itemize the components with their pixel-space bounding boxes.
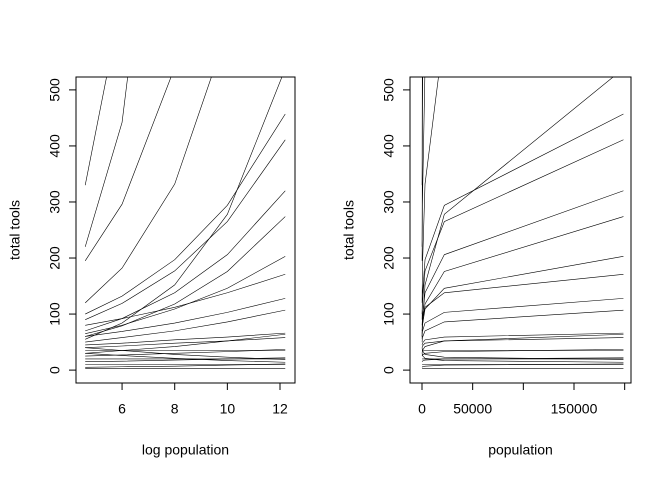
y-tick-label: 100 — [47, 302, 63, 326]
curve — [84, 77, 172, 261]
curve — [85, 256, 286, 334]
curve — [421, 113, 624, 315]
y-tick-label: 400 — [381, 134, 397, 158]
curve — [85, 77, 212, 304]
curve — [421, 332, 624, 345]
y-tick-label: 0 — [381, 366, 397, 374]
curve — [421, 77, 614, 340]
curve — [421, 363, 624, 368]
curve — [85, 332, 286, 346]
curve — [421, 309, 624, 343]
curve — [85, 349, 286, 357]
y-tick-label: 500 — [47, 78, 63, 102]
curve — [84, 77, 107, 186]
curve — [421, 77, 423, 247]
curve — [421, 273, 624, 326]
curve — [85, 357, 286, 362]
curve — [85, 273, 286, 326]
curve — [85, 113, 286, 315]
x-tick-label: 6 — [118, 401, 126, 417]
curve — [85, 353, 286, 363]
curve — [85, 77, 283, 340]
x-tick-label: 0 — [418, 401, 426, 417]
x-axis-label: population — [488, 442, 553, 458]
curve — [421, 77, 426, 261]
y-tick-label: 200 — [381, 246, 397, 270]
x-tick-label: 150000 — [551, 401, 598, 417]
curve — [421, 333, 624, 354]
curve — [84, 77, 128, 247]
x-tick-label: 50000 — [453, 401, 492, 417]
y-axis-label: total tools — [7, 200, 23, 260]
curve — [421, 337, 624, 348]
x-tick-label: 10 — [220, 401, 236, 417]
y-tick-label: 200 — [47, 246, 63, 270]
curve — [421, 353, 624, 363]
curve — [85, 298, 286, 337]
curve — [421, 347, 624, 360]
plot-area — [84, 77, 286, 369]
curve — [421, 77, 423, 186]
curve — [421, 190, 624, 331]
x-tick-label: 8 — [171, 401, 179, 417]
curve — [85, 347, 286, 360]
y-axis-label: total tools — [341, 200, 357, 260]
y-tick-label: 400 — [47, 134, 63, 158]
curve — [85, 216, 286, 337]
curve — [421, 298, 624, 337]
curve — [421, 357, 624, 362]
curve — [85, 363, 286, 368]
curve — [85, 333, 286, 354]
curve — [421, 77, 439, 303]
curve — [85, 139, 286, 320]
curve — [85, 190, 286, 332]
y-tick-label: 300 — [381, 190, 397, 214]
x-tick-label: 12 — [272, 401, 288, 417]
curve — [421, 139, 624, 320]
curve — [85, 309, 286, 343]
y-tick-label: 300 — [47, 190, 63, 214]
curve — [421, 256, 624, 334]
y-tick-label: 500 — [381, 78, 397, 102]
curve — [421, 216, 624, 337]
x-axis-label: log population — [142, 442, 229, 458]
y-tick-label: 0 — [47, 366, 63, 374]
y-tick-label: 100 — [381, 302, 397, 326]
plot-area — [421, 77, 624, 369]
curve — [85, 337, 286, 348]
